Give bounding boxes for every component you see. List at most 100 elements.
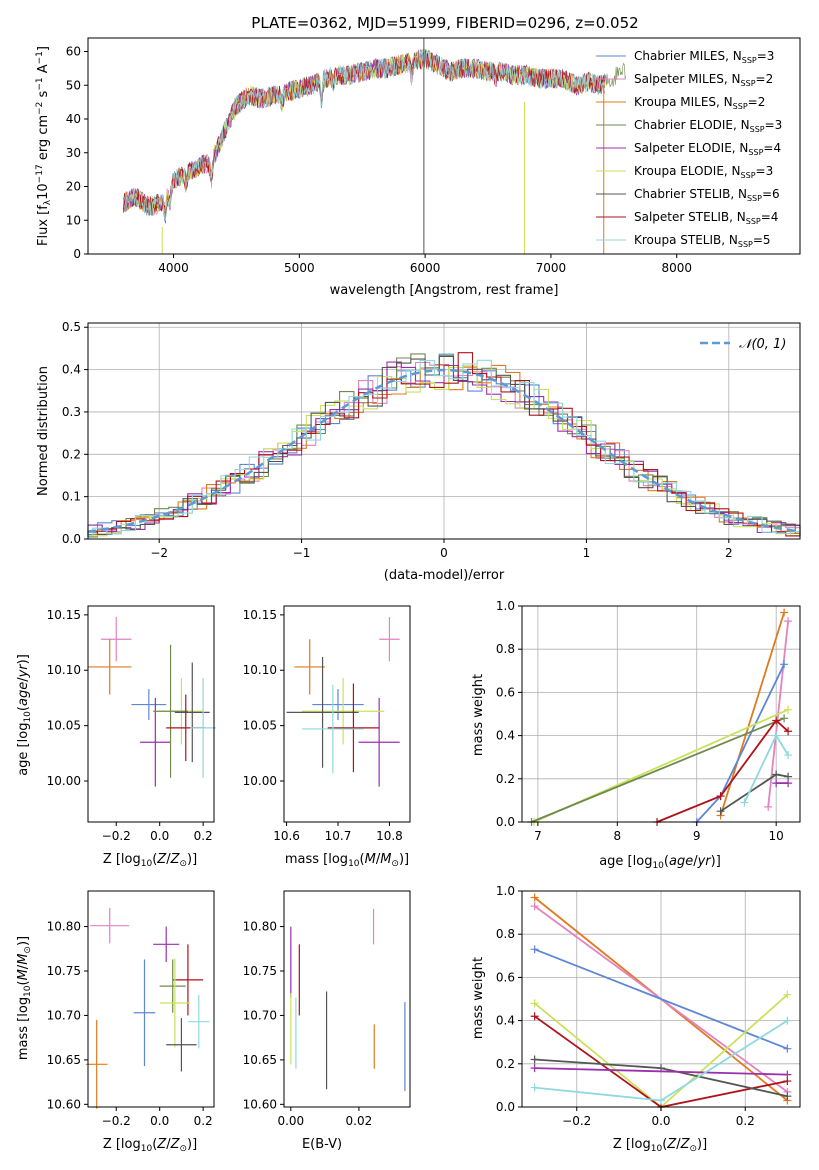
residuals-ticks: −2 −1 0 1 2 0.0 0.1 0.2 0.3 0.4 0.5	[62, 320, 733, 560]
ytick-label: 0.4	[496, 729, 515, 743]
residuals-xlabel: (data-model)/error	[384, 568, 505, 583]
residuals-frame	[87, 322, 801, 540]
series-marker	[530, 1055, 539, 1064]
legend-label: Kroupa MILES, NSSP=2	[634, 95, 765, 111]
xtick-label: 0.0	[150, 829, 169, 843]
mass-weight-label-top: mass weight	[471, 674, 486, 756]
spectrum-traces	[122, 38, 627, 254]
ytick-label: 10.80	[243, 920, 277, 934]
xtick-label: 0.2	[194, 829, 213, 843]
xtick-label: 8	[613, 829, 621, 843]
spectrum-xtick-label: 8000	[661, 261, 692, 275]
age-vs-z-panel: −0.2 0.0 0.2 10.00 10.05 10.10 10.15	[47, 605, 217, 843]
xtick-label: 0.00	[277, 1114, 304, 1128]
legend-label: Kroupa STELIB, NSSP=5	[634, 233, 771, 249]
xtick-label: 0.2	[194, 1114, 213, 1128]
series-marker	[716, 807, 725, 816]
series-marker	[772, 731, 781, 740]
series-marker	[780, 608, 789, 617]
residuals-xtick-label: −1	[293, 546, 311, 560]
mass-axis-label-x: mass [log10(M/M⊙)]	[285, 852, 409, 869]
ytick-label: 10.10	[47, 663, 81, 677]
ytick-label: 10.15	[243, 608, 277, 622]
spectrum-xtick-label: 7000	[536, 261, 567, 275]
spectrum-xlabel: wavelength [Angstrom, rest frame]	[330, 283, 559, 298]
series-marker	[772, 716, 781, 725]
series-marker	[772, 770, 781, 779]
ytick-label: 10.70	[47, 1008, 81, 1022]
series-marker	[780, 660, 789, 669]
ytick-label: 10.10	[243, 663, 277, 677]
spectrum-ytick-label: 30	[66, 146, 81, 160]
legend-label: Salpeter STELIB, NSSP=4	[634, 210, 778, 226]
residuals-ylabel: Normed distribution	[36, 366, 51, 496]
mass-weight-vs-age-panel: 7 8 9 10 0.0 0.2 0.4 0.6 0.8 1.0	[496, 599, 801, 843]
legend-label: Chabrier MILES, NSSP=3	[634, 49, 774, 65]
age-vs-mass-panel: 10.6 10.7 10.8 10.00 10.05 10.10 10.15	[243, 605, 411, 843]
spectrum-ticks: 4000 5000 6000 7000 8000 0 10 20 30 40 50 60	[66, 45, 692, 276]
legend-label: Chabrier ELODIE, NSSP=3	[634, 118, 782, 134]
mass-axis-label-y: mass [log10(M/M⊙)]	[16, 936, 33, 1060]
panel-frame	[283, 605, 411, 823]
ytick-label: 1.0	[496, 884, 515, 898]
series-line	[531, 717, 785, 823]
series-marker	[783, 1016, 792, 1025]
xtick-label: 0.0	[651, 1114, 670, 1128]
ebv-axis-label: E(B-V)	[302, 1137, 342, 1152]
series-marker	[783, 1070, 792, 1079]
residuals-histogram-6	[87, 355, 801, 537]
legend-label: Salpeter ELODIE, NSSP=4	[634, 141, 781, 157]
ytick-label: 10.05	[243, 719, 277, 733]
ytick-label: 10.75	[47, 964, 81, 978]
spectrum-xtick-label: 6000	[410, 261, 441, 275]
z-axis-label-top: Z [log10(Z/Z⊙)]	[103, 852, 197, 869]
ytick-label: 0.0	[496, 1100, 515, 1114]
series-marker	[530, 1083, 539, 1092]
series-marker	[784, 727, 793, 736]
ytick-label: 10.65	[243, 1053, 277, 1067]
series-marker	[530, 893, 539, 902]
xtick-label: 7	[534, 829, 542, 843]
xtick-label: 0.2	[736, 1114, 755, 1128]
ytick-label: 1.0	[496, 599, 515, 613]
ytick-label: 10.00	[243, 774, 277, 788]
spectrum-ytick-label: 0	[73, 247, 81, 261]
ytick-label: 10.80	[47, 920, 81, 934]
series-marker	[783, 1044, 792, 1053]
residuals-ytick-label: 0.0	[62, 532, 81, 546]
mass-weight-label-bottom: mass weight	[471, 957, 486, 1039]
ytick-label: 0.6	[496, 970, 515, 984]
residuals-ytick-label: 0.5	[62, 320, 81, 334]
series-marker	[784, 779, 793, 788]
ytick-label: 0.8	[496, 927, 515, 941]
xtick-label: −0.2	[562, 1114, 591, 1128]
mass-weight-vs-z-panel: −0.2 0.0 0.2 0.0 0.2 0.4 0.6 0.8 1.0	[496, 884, 801, 1128]
mass-vs-ebv-panel: 0.00 0.02 10.60 10.65 10.70 10.75 10.80	[243, 890, 411, 1128]
series-marker	[716, 792, 725, 801]
gaussian-legend-label: 𝒩(0, 1)	[739, 337, 786, 352]
ytick-label: 0.2	[496, 1057, 515, 1071]
ytick-label: 10.65	[47, 1053, 81, 1067]
series-marker	[764, 802, 773, 811]
age-axis-label-bottom: age [log10(age/yr)]	[599, 854, 721, 871]
spectrum-ytick-label: 50	[66, 78, 81, 92]
series-marker	[530, 1012, 539, 1021]
ytick-label: 0.0	[496, 815, 515, 829]
ytick-label: 10.60	[243, 1097, 277, 1111]
ytick-label: 0.2	[496, 772, 515, 786]
series-marker	[530, 999, 539, 1008]
ytick-label: 10.75	[243, 964, 277, 978]
residuals-xtick-label: 2	[725, 546, 733, 560]
panel-frame	[87, 890, 215, 1108]
spectrum-ytick-label: 60	[66, 45, 81, 59]
panel-frame	[521, 605, 801, 823]
series-marker	[783, 1092, 792, 1101]
residuals-panel: −2 −1 0 1 2 0.0 0.1 0.2 0.3 0.4 0.5 𝒩(0, 1)	[62, 320, 801, 560]
xtick-label: −0.2	[102, 829, 131, 843]
residuals-ytick-label: 0.4	[62, 363, 81, 377]
ytick-label: 10.05	[47, 719, 81, 733]
residuals-ytick-label: 0.3	[62, 405, 81, 419]
xtick-label: 0.0	[150, 1114, 169, 1128]
xtick-label: 9	[693, 829, 701, 843]
